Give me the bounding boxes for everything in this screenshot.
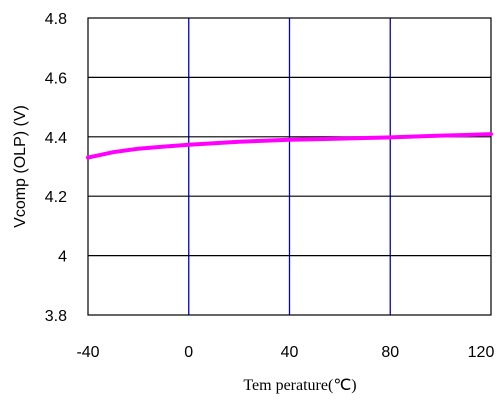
x-tick-label: 0 [184, 344, 193, 361]
y-tick-label: 4.2 [45, 189, 67, 206]
y-tick-label: 4.6 [45, 70, 67, 87]
y-tick-labels: 3.8 4 4.2 4.4 4.6 4.8 [45, 11, 67, 325]
x-tick-label: 120 [468, 344, 495, 361]
x-tick-labels: -40 0 40 80 120 [76, 344, 494, 361]
x-tick-label: -40 [76, 344, 99, 361]
y-tick-label: 3.8 [45, 308, 67, 325]
y-tick-label: 4.8 [45, 11, 67, 28]
y-tick-label: 4 [58, 249, 67, 266]
x-axis-title: Tem perature(℃) [243, 377, 356, 394]
series-line [86, 132, 493, 160]
x-tick-label: 80 [381, 344, 399, 361]
vertical-gridlines [188, 18, 391, 315]
y-tick-label: 4.4 [45, 130, 67, 147]
x-tick-label: 40 [281, 344, 299, 361]
plot-area-frame [87, 17, 492, 316]
y-axis-title: Vcomp (OLP) (V) [12, 105, 29, 228]
